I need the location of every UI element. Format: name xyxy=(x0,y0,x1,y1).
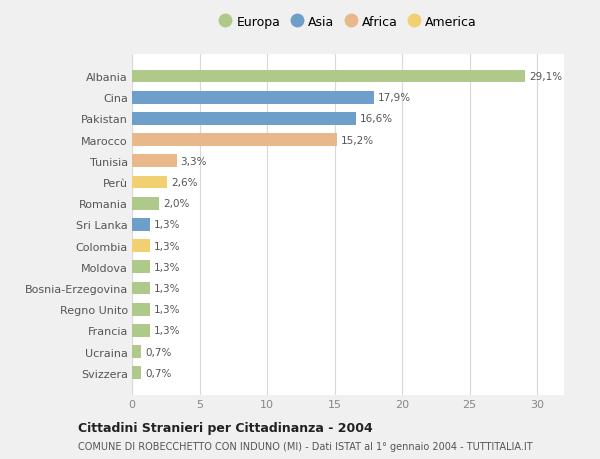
Bar xyxy=(132,303,149,316)
Text: 0,7%: 0,7% xyxy=(146,347,172,357)
Bar xyxy=(132,325,149,337)
Bar xyxy=(132,197,159,210)
Text: 2,0%: 2,0% xyxy=(163,199,190,209)
Text: 17,9%: 17,9% xyxy=(378,93,411,103)
Text: 1,3%: 1,3% xyxy=(154,326,180,336)
Bar xyxy=(132,282,149,295)
Text: 2,6%: 2,6% xyxy=(171,178,197,188)
Bar xyxy=(132,71,525,83)
Bar xyxy=(132,261,149,274)
Text: 29,1%: 29,1% xyxy=(529,72,562,82)
Text: 3,3%: 3,3% xyxy=(181,157,207,167)
Text: 15,2%: 15,2% xyxy=(341,135,374,146)
Text: 1,3%: 1,3% xyxy=(154,304,180,314)
Bar xyxy=(132,134,337,147)
Bar xyxy=(132,367,142,379)
Legend: Europa, Asia, Africa, America: Europa, Asia, Africa, America xyxy=(217,14,479,32)
Bar xyxy=(132,218,149,231)
Bar xyxy=(132,113,356,125)
Bar xyxy=(132,176,167,189)
Text: 1,3%: 1,3% xyxy=(154,220,180,230)
Text: 0,7%: 0,7% xyxy=(146,368,172,378)
Bar xyxy=(132,155,176,168)
Bar xyxy=(132,92,374,104)
Text: 16,6%: 16,6% xyxy=(360,114,393,124)
Bar xyxy=(132,240,149,252)
Text: COMUNE DI ROBECCHETTO CON INDUNO (MI) - Dati ISTAT al 1° gennaio 2004 - TUTTITAL: COMUNE DI ROBECCHETTO CON INDUNO (MI) - … xyxy=(78,441,533,451)
Text: Cittadini Stranieri per Cittadinanza - 2004: Cittadini Stranieri per Cittadinanza - 2… xyxy=(78,421,373,434)
Text: 1,3%: 1,3% xyxy=(154,241,180,251)
Bar xyxy=(132,346,142,358)
Text: 1,3%: 1,3% xyxy=(154,262,180,272)
Text: 1,3%: 1,3% xyxy=(154,283,180,293)
